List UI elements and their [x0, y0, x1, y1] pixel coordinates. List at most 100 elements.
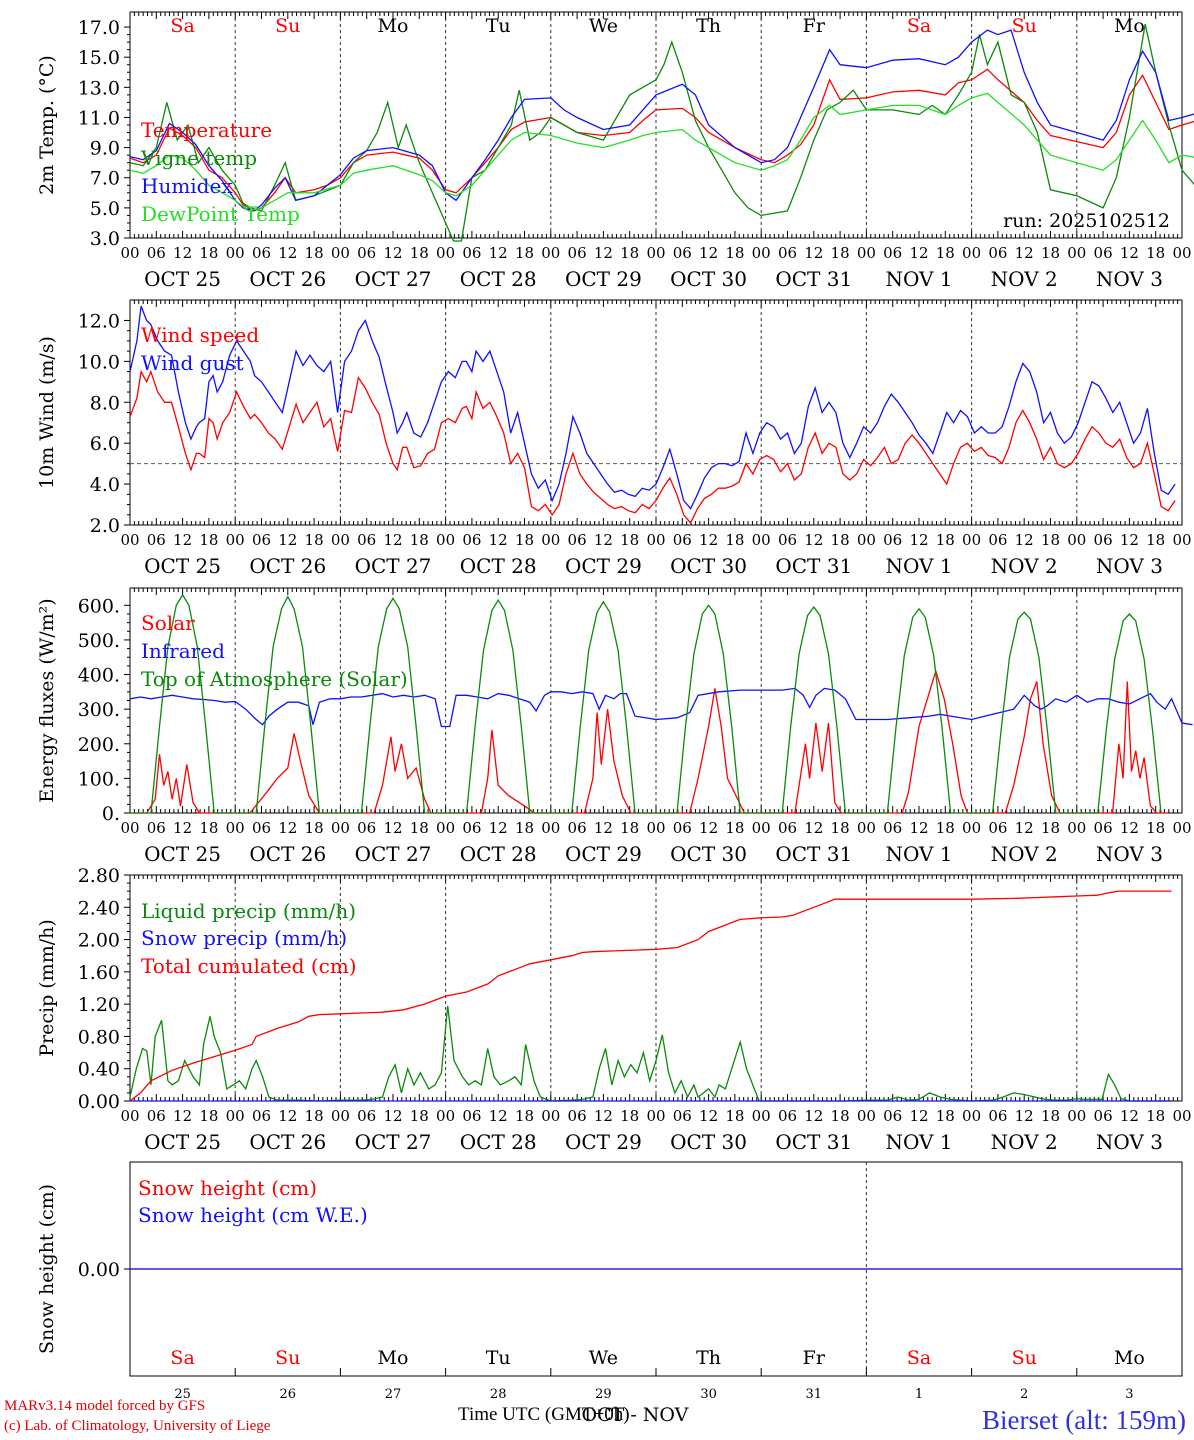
hour-label: 06	[462, 244, 481, 262]
hour-label: 18	[725, 819, 744, 837]
month-label: OCT - NOV	[582, 1404, 689, 1426]
weekday-label: Tu	[486, 15, 511, 37]
date-label: NOV 2	[991, 554, 1058, 578]
hour-label: 18	[199, 819, 218, 837]
weekday-label: Sa	[170, 15, 194, 37]
date-label: OCT 25	[144, 842, 221, 866]
hour-label: 00	[436, 1107, 455, 1125]
hour-label: 18	[305, 819, 324, 837]
hour-label: 06	[988, 531, 1007, 549]
hour-label: 18	[620, 819, 639, 837]
hour-label: 06	[147, 244, 166, 262]
hour-label: 06	[252, 244, 271, 262]
day-number-label: 26	[280, 1387, 297, 1402]
y-tick-label: 0.	[102, 803, 120, 825]
hour-label: 18	[1041, 1107, 1060, 1125]
y-tick-label: 12.0	[78, 310, 120, 332]
weekday-label: Su	[1012, 15, 1037, 37]
y-tick-label: 6.0	[90, 433, 120, 455]
x-axis-title: Time UTC (GMT+0h)	[458, 1404, 630, 1425]
weekday-label: We	[589, 1347, 618, 1369]
weekday-label: Su	[275, 15, 300, 37]
hour-label: 18	[831, 531, 850, 549]
legend-entry: Temperature	[141, 118, 272, 142]
hour-label: 00	[226, 819, 245, 837]
y-axis-title: 2m Temp. (°C)	[36, 55, 58, 195]
day-number-label: 25	[174, 1387, 191, 1402]
weekday-label: Mo	[1114, 1347, 1145, 1369]
series-total-cumulated-cm-	[129, 890, 1172, 1102]
legend-entry: Total cumulated (cm)	[141, 954, 357, 978]
date-label: NOV 1	[885, 554, 952, 578]
y-tick-label: 500.	[78, 630, 120, 652]
date-label: OCT 27	[355, 554, 432, 578]
hour-label: 18	[725, 244, 744, 262]
hour-label: 12	[804, 531, 823, 549]
hour-label: 00	[1067, 244, 1086, 262]
hour-label: 18	[831, 819, 850, 837]
hour-label: 18	[515, 244, 534, 262]
day-number-label: 28	[490, 1387, 507, 1402]
legend-entry: Vigne temp	[140, 146, 257, 170]
y-tick-label: 1.60	[78, 962, 120, 984]
hour-label: 18	[515, 1107, 534, 1125]
hour-label: 18	[1041, 244, 1060, 262]
hour-label: 18	[410, 1107, 429, 1125]
hour-label: 00	[646, 531, 665, 549]
hour-label: 18	[936, 819, 955, 837]
date-label: OCT 30	[670, 554, 747, 578]
y-tick-label: 4.0	[90, 474, 120, 496]
hour-label: 00	[962, 819, 981, 837]
legend-entry: Wind gust	[141, 351, 244, 375]
hour-label: 06	[1094, 1107, 1113, 1125]
hour-label: 00	[436, 531, 455, 549]
day-number-label: 31	[806, 1387, 823, 1402]
date-label: OCT 27	[355, 842, 432, 866]
hour-label: 00	[752, 819, 771, 837]
day-number-label: 3	[1125, 1387, 1133, 1402]
hour-label: 18	[620, 1107, 639, 1125]
date-label: NOV 1	[885, 1130, 952, 1154]
hour-label: 12	[594, 531, 613, 549]
hour-label: 12	[173, 244, 192, 262]
legend-entry: Snow precip (mm/h)	[141, 926, 347, 950]
hour-label: 06	[883, 244, 902, 262]
date-label: OCT 27	[355, 1130, 432, 1154]
plot-frame	[129, 587, 1183, 814]
date-label: NOV 3	[1096, 267, 1163, 291]
hour-label: 06	[357, 531, 376, 549]
y-tick-label: 2.00	[78, 930, 120, 952]
date-label: OCT 31	[775, 554, 852, 578]
hour-label: 12	[909, 819, 928, 837]
y-tick-label: 2.40	[78, 897, 120, 919]
hour-label: 00	[857, 244, 876, 262]
hour-label: 18	[1041, 819, 1060, 837]
series-dewpoint-temp	[129, 92, 1194, 212]
day-number-label: 27	[385, 1387, 402, 1402]
hour-label: 00	[226, 244, 245, 262]
legend-entry: Top of Atmosphere (Solar)	[141, 667, 408, 691]
hour-label: 18	[515, 819, 534, 837]
y-tick-label: 600.	[78, 595, 120, 617]
hour-label: 06	[778, 531, 797, 549]
hour-label: 18	[831, 1107, 850, 1125]
hour-label: 00	[1172, 1107, 1191, 1125]
hour-label: 12	[1120, 244, 1139, 262]
hour-label: 12	[804, 1107, 823, 1125]
hour-label: 12	[699, 1107, 718, 1125]
date-label: OCT 27	[355, 267, 432, 291]
hour-label: 12	[909, 1107, 928, 1125]
date-label: OCT 30	[670, 1130, 747, 1154]
date-label: OCT 29	[565, 842, 642, 866]
y-tick-label: 200.	[78, 734, 120, 756]
series-humidex	[129, 29, 1194, 212]
hour-label: 12	[489, 531, 508, 549]
y-tick-label: 0.80	[78, 1026, 120, 1048]
hour-label: 12	[699, 531, 718, 549]
date-label: OCT 29	[565, 554, 642, 578]
weekday-label: We	[589, 15, 618, 37]
hour-label: 12	[489, 1107, 508, 1125]
hour-label: 06	[673, 244, 692, 262]
panel-snow	[124, 1161, 1183, 1377]
legend-entry: DewPoint Temp	[141, 202, 300, 226]
